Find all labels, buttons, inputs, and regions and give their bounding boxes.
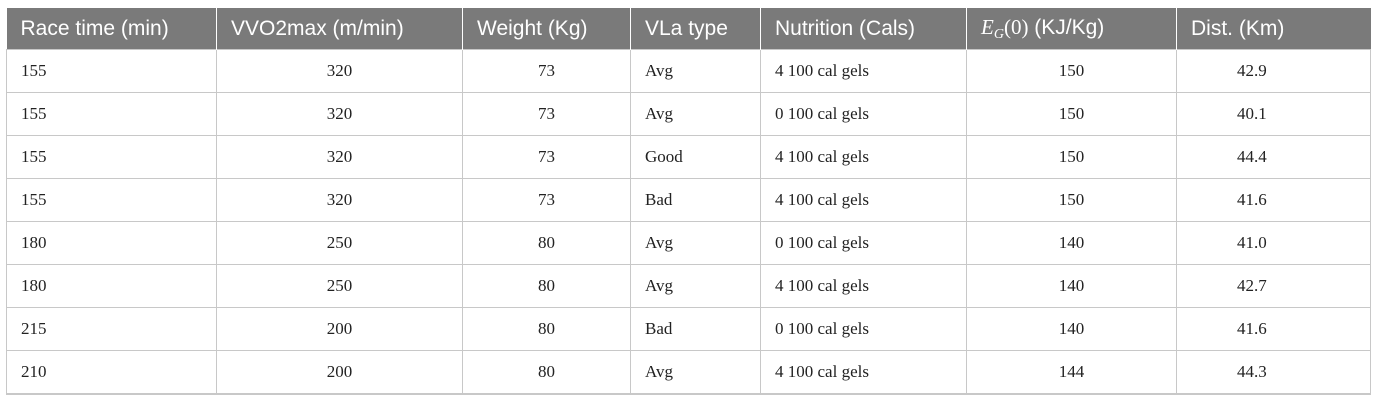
- cell-weight: 73: [462, 49, 631, 93]
- cell-vla-type: Good: [630, 135, 761, 179]
- cell-vla-type: Avg: [630, 221, 761, 265]
- table-row: 180 250 80 Avg 0 100 cal gels 140 41.0: [6, 221, 1371, 265]
- cell-race-time: 180: [6, 221, 217, 265]
- table-body: 155 320 73 Avg 4 100 cal gels 150 42.9 155 320 73…: [6, 49, 1371, 395]
- header-vvo2max: VVO2max (m/min): [216, 8, 463, 50]
- cell-eg: 140: [966, 221, 1177, 265]
- cell-nutrition: 4 100 cal gels: [760, 350, 967, 395]
- table-header-row: Race time (min) VVO2max (m/min) Weight (…: [6, 8, 1371, 50]
- header-dist: Dist. (Km): [1176, 8, 1371, 50]
- header-nutrition: Nutrition (Cals): [760, 8, 967, 50]
- table-row: 180 250 80 Avg 4 100 cal gels 140 42.7: [6, 264, 1371, 308]
- cell-vvo2max: 250: [216, 264, 463, 308]
- cell-vvo2max: 200: [216, 307, 463, 351]
- header-weight: Weight (Kg): [462, 8, 631, 50]
- cell-vvo2max: 250: [216, 221, 463, 265]
- cell-vvo2max: 320: [216, 49, 463, 93]
- cell-race-time: 180: [6, 264, 217, 308]
- cell-weight: 80: [462, 264, 631, 308]
- table-row: 155 320 73 Avg 0 100 cal gels 150 40.1: [6, 92, 1371, 136]
- cell-vla-type: Avg: [630, 350, 761, 395]
- cell-vla-type: Avg: [630, 92, 761, 136]
- cell-weight: 73: [462, 92, 631, 136]
- table-row: 155 320 73 Avg 4 100 cal gels 150 42.9: [6, 49, 1371, 93]
- cell-race-time: 155: [6, 178, 217, 222]
- cell-race-time: 155: [6, 135, 217, 179]
- cell-vla-type: Bad: [630, 307, 761, 351]
- eg-symbol: E: [981, 14, 994, 39]
- cell-weight: 73: [462, 135, 631, 179]
- cell-weight: 80: [462, 221, 631, 265]
- cell-nutrition: 4 100 cal gels: [760, 178, 967, 222]
- cell-dist: 41.0: [1176, 221, 1371, 265]
- cell-vvo2max: 320: [216, 178, 463, 222]
- cell-vvo2max: 320: [216, 92, 463, 136]
- cell-race-time: 215: [6, 307, 217, 351]
- eg-argument: (0): [1003, 14, 1029, 39]
- cell-weight: 80: [462, 350, 631, 395]
- cell-eg: 150: [966, 178, 1177, 222]
- cell-eg: 150: [966, 49, 1177, 93]
- cell-dist: 41.6: [1176, 178, 1371, 222]
- header-vla-type: VLa type: [630, 8, 761, 50]
- cell-nutrition: 0 100 cal gels: [760, 307, 967, 351]
- header-race-time: Race time (min): [6, 8, 217, 50]
- cell-eg: 150: [966, 92, 1177, 136]
- cell-vla-type: Bad: [630, 178, 761, 222]
- cell-race-time: 155: [6, 49, 217, 93]
- cell-nutrition: 4 100 cal gels: [760, 49, 967, 93]
- cell-nutrition: 4 100 cal gels: [760, 264, 967, 308]
- cell-dist: 44.4: [1176, 135, 1371, 179]
- cell-race-time: 210: [6, 350, 217, 395]
- cell-nutrition: 0 100 cal gels: [760, 92, 967, 136]
- cell-dist: 42.9: [1176, 49, 1371, 93]
- cell-dist: 41.6: [1176, 307, 1371, 351]
- cell-nutrition: 4 100 cal gels: [760, 135, 967, 179]
- race-data-table: Race time (min) VVO2max (m/min) Weight (…: [6, 8, 1371, 395]
- cell-dist: 42.7: [1176, 264, 1371, 308]
- table-row: 155 320 73 Bad 4 100 cal gels 150 41.6: [6, 178, 1371, 222]
- cell-eg: 140: [966, 264, 1177, 308]
- cell-race-time: 155: [6, 92, 217, 136]
- eg-unit: (KJ/Kg): [1028, 15, 1105, 39]
- table-row: 155 320 73 Good 4 100 cal gels 150 44.4: [6, 135, 1371, 179]
- cell-eg: 150: [966, 135, 1177, 179]
- table-row: 210 200 80 Avg 4 100 cal gels 144 44.3: [6, 350, 1371, 395]
- cell-eg: 140: [966, 307, 1177, 351]
- header-eg: EG(0) (KJ/Kg): [966, 8, 1177, 50]
- table-row: 215 200 80 Bad 0 100 cal gels 140 41.6: [6, 307, 1371, 351]
- cell-dist: 40.1: [1176, 92, 1371, 136]
- cell-eg: 144: [966, 350, 1177, 395]
- cell-nutrition: 0 100 cal gels: [760, 221, 967, 265]
- cell-vla-type: Avg: [630, 49, 761, 93]
- cell-vvo2max: 320: [216, 135, 463, 179]
- cell-dist: 44.3: [1176, 350, 1371, 395]
- cell-weight: 73: [462, 178, 631, 222]
- cell-weight: 80: [462, 307, 631, 351]
- cell-vla-type: Avg: [630, 264, 761, 308]
- cell-vvo2max: 200: [216, 350, 463, 395]
- eg-subscript: G: [993, 26, 1004, 42]
